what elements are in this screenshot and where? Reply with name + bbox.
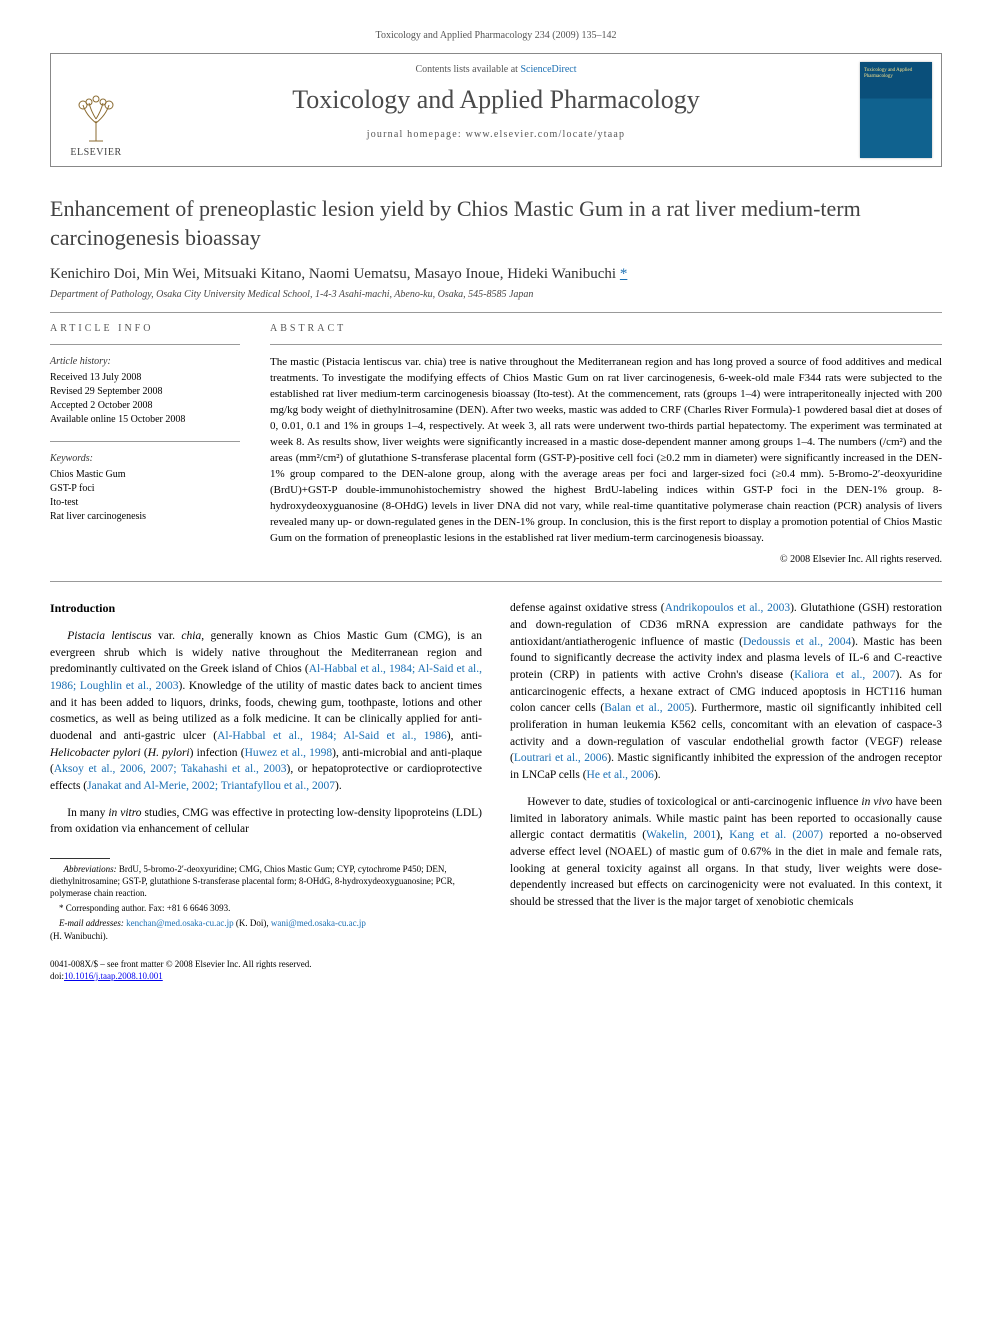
- email-link[interactable]: kenchan@med.osaka-cu.ac.jp: [126, 918, 234, 928]
- article-title: Enhancement of preneoplastic lesion yiel…: [50, 195, 942, 252]
- history-label: Article history:: [50, 355, 240, 369]
- authors-names: Kenichiro Doi, Min Wei, Mitsuaki Kitano,…: [50, 266, 620, 282]
- page-footer: 0041-008X/$ – see front matter © 2008 El…: [50, 958, 942, 982]
- intro-paragraph-1: Pistacia lentiscus var. chia, generally …: [50, 628, 482, 795]
- info-rule: [50, 441, 240, 442]
- corresponding-author-footnote: * Corresponding author. Fax: +81 6 6646 …: [50, 902, 482, 914]
- contents-available-line: Contents lists available at ScienceDirec…: [147, 64, 845, 75]
- abstract-text: The mastic (Pistacia lentiscus var. chia…: [270, 355, 942, 546]
- homepage-prefix: journal homepage:: [367, 129, 466, 140]
- keyword: Ito-test: [50, 496, 240, 510]
- intro-paragraph-col2-1: defense against oxidative stress (Andrik…: [510, 600, 942, 783]
- homepage-url: www.elsevier.com/locate/ytaap: [466, 129, 626, 140]
- citation-link[interactable]: Kang et al. (2007): [729, 829, 823, 841]
- intro-paragraph-2: In many in vitro studies, CMG was effect…: [50, 805, 482, 838]
- intro-paragraph-col2-2: However to date, studies of toxicologica…: [510, 794, 942, 911]
- sciencedirect-link[interactable]: ScienceDirect: [520, 64, 576, 75]
- citation-link[interactable]: Dedoussis et al., 2004: [743, 636, 851, 648]
- email-footnote: E-mail addresses: kenchan@med.osaka-cu.a…: [50, 917, 482, 941]
- cover-title-text: Toxicology and Applied Pharmacology: [864, 68, 928, 79]
- variety-name: chia: [181, 630, 201, 642]
- section-heading-introduction: Introduction: [50, 600, 482, 617]
- citation-link[interactable]: He et al., 2006: [587, 769, 654, 781]
- abstract-heading: ABSTRACT: [270, 323, 942, 334]
- history-online: Available online 15 October 2008: [50, 413, 240, 427]
- journal-title: Toxicology and Applied Pharmacology: [147, 85, 845, 115]
- keyword: Rat liver carcinogenesis: [50, 510, 240, 524]
- footnote-rule: [50, 858, 110, 859]
- abstract-copyright: © 2008 Elsevier Inc. All rights reserved…: [270, 554, 942, 565]
- doi-link[interactable]: 10.1016/j.taap.2008.10.001: [64, 971, 163, 981]
- authors-line: Kenichiro Doi, Min Wei, Mitsuaki Kitano,…: [50, 266, 942, 283]
- elsevier-tree-icon: [71, 93, 121, 143]
- journal-cover-thumbnail: Toxicology and Applied Pharmacology: [860, 62, 932, 158]
- citation-link[interactable]: Balan et al., 2005: [604, 702, 690, 714]
- email-link[interactable]: wani@med.osaka-cu.ac.jp: [271, 918, 366, 928]
- history-accepted: Accepted 2 October 2008: [50, 399, 240, 413]
- citation-link[interactable]: Kaliora et al., 2007: [794, 669, 895, 681]
- abbreviations-footnote: Abbreviations: BrdU, 5-bromo-2′-deoxyuri…: [50, 863, 482, 899]
- history-revised: Revised 29 September 2008: [50, 385, 240, 399]
- footnotes: Abbreviations: BrdU, 5-bromo-2′-deoxyuri…: [50, 852, 482, 942]
- citation-link[interactable]: Janakat and Al-Merie, 2002; Triantafyllo…: [87, 780, 335, 792]
- citation-link[interactable]: Wakelin, 2001: [646, 829, 716, 841]
- publisher-block: ELSEVIER: [51, 54, 141, 166]
- citation-link[interactable]: Al-Habbal et al., 1984; Al-Said et al., …: [217, 730, 447, 742]
- body-rule: [50, 581, 942, 582]
- section-rule: [50, 312, 942, 313]
- citation-link[interactable]: Loutrari et al., 2006: [514, 752, 607, 764]
- keywords-label: Keywords:: [50, 452, 240, 466]
- doi-line: doi:10.1016/j.taap.2008.10.001: [50, 970, 942, 982]
- journal-masthead: ELSEVIER Contents lists available at Sci…: [50, 53, 942, 167]
- publisher-name: ELSEVIER: [70, 147, 121, 158]
- abstract-rule: [270, 344, 942, 345]
- front-matter-line: 0041-008X/$ – see front matter © 2008 El…: [50, 958, 942, 970]
- history-received: Received 13 July 2008: [50, 371, 240, 385]
- keywords-block: Keywords: Chios Mastic Gum GST-P foci It…: [50, 452, 240, 524]
- article-info-heading: ARTICLE INFO: [50, 323, 240, 334]
- citation-link[interactable]: Huwez et al., 1998: [245, 747, 333, 759]
- info-rule: [50, 344, 240, 345]
- corresponding-author-mark[interactable]: *: [620, 266, 628, 282]
- keyword: Chios Mastic Gum: [50, 468, 240, 482]
- citation-link[interactable]: Andrikopoulos et al., 2003: [665, 602, 790, 614]
- species-name: Pistacia lentiscus: [67, 630, 151, 642]
- affiliation: Department of Pathology, Osaka City Univ…: [50, 289, 942, 300]
- citation-link[interactable]: Aksoy et al., 2006, 2007; Takahashi et a…: [54, 763, 287, 775]
- keyword: GST-P foci: [50, 482, 240, 496]
- article-history: Article history: Received 13 July 2008 R…: [50, 355, 240, 427]
- contents-prefix: Contents lists available at: [415, 64, 520, 75]
- journal-homepage-line: journal homepage: www.elsevier.com/locat…: [147, 129, 845, 140]
- running-head: Toxicology and Applied Pharmacology 234 …: [50, 30, 942, 41]
